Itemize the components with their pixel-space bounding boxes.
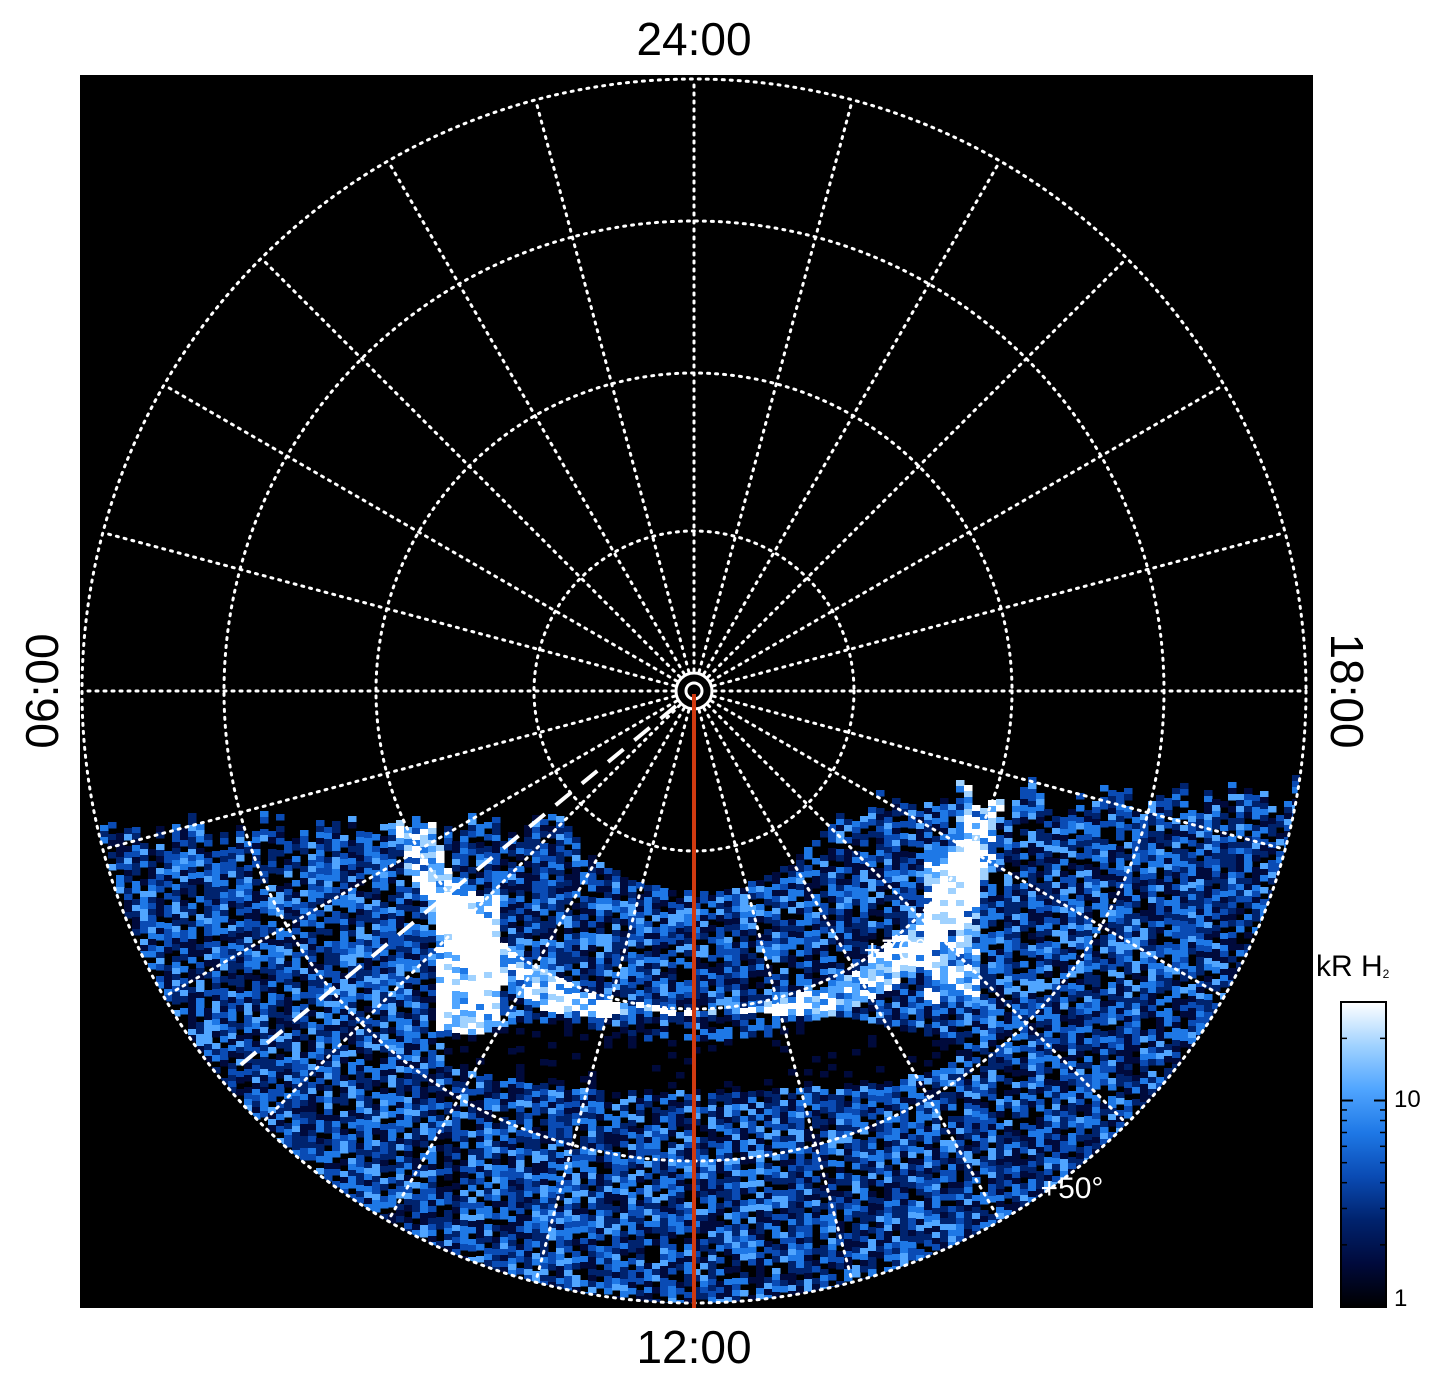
- colorbar-title-subscript: 2: [1383, 967, 1390, 981]
- colorbar-tick-label: 10: [1394, 1086, 1421, 1114]
- latitude-label: +50°: [1041, 1172, 1104, 1205]
- local-time-label-bottom: 12:00: [636, 1320, 751, 1374]
- colorbar-title: kR H2: [1316, 950, 1389, 984]
- colorbar-title-text: kR H: [1316, 950, 1383, 983]
- latitude-label: +70°: [864, 934, 927, 967]
- colorbar-tick-label: 1: [1394, 1285, 1407, 1313]
- local-time-label-left: 06:00: [15, 633, 69, 748]
- colorbar: [1341, 1002, 1386, 1307]
- colorbar-gradient: [1341, 1002, 1386, 1307]
- local-time-label-right: 18:00: [1320, 633, 1374, 748]
- local-time-label-top: 24:00: [636, 12, 751, 66]
